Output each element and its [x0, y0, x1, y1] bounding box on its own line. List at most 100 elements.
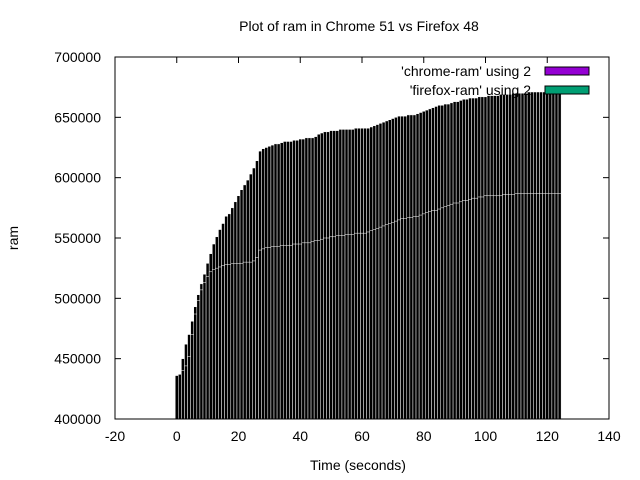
bar-series-2-96 — [471, 197, 475, 420]
bar-series-2-79 — [418, 214, 423, 420]
axis-ticks: -20 0 20 40 60 80 100 120 140 400000 450000 500000 5… — [54, 49, 621, 444]
bar-series-2-57 — [350, 234, 355, 420]
bar-series-2-71 — [394, 220, 398, 420]
chart-title: Plot of ram in Chrome 51 vs Firefox 48 — [239, 18, 479, 34]
x-tick-label: 20 — [231, 428, 247, 444]
bar-series-2-16 — [224, 264, 228, 420]
bar-series-2-110 — [514, 193, 519, 420]
legend-swatch — [544, 66, 590, 76]
legend-label: 'firefox-ram' using 2 — [410, 82, 531, 98]
bar-series-2-14 — [218, 266, 222, 420]
x-tick-label: 140 — [597, 428, 621, 444]
x-tick-label: -20 — [105, 428, 125, 444]
x-axis-label: Time (seconds) — [310, 457, 406, 473]
bar-series-2-61 — [363, 232, 367, 420]
bar-series-2-40 — [298, 243, 303, 420]
bar-series-2-11 — [208, 271, 213, 420]
bar-series-2-69 — [387, 223, 392, 420]
bar-series-2-93 — [462, 200, 466, 420]
x-tick-label: 80 — [416, 428, 432, 444]
x-tick-label: 100 — [474, 428, 498, 444]
bar-series-2-76 — [409, 217, 414, 420]
bar-series-2-122 — [551, 193, 556, 420]
bar-series-2-123 — [554, 193, 559, 420]
bar-series-2-88 — [446, 205, 451, 420]
y-tick-label: 400000 — [54, 411, 101, 427]
bar-series-2-95 — [468, 199, 472, 420]
bar-series-2-8 — [199, 289, 204, 420]
bar-series-2-65 — [375, 228, 380, 420]
bar-series-2-1 — [178, 374, 182, 420]
bar-series-2-17 — [227, 264, 232, 420]
bar-series-2-70 — [391, 222, 395, 420]
bar-series-2-72 — [397, 219, 401, 420]
bar-series-2-67 — [381, 225, 386, 420]
bar-series-2-0 — [174, 375, 179, 420]
bar-series-2-22 — [242, 261, 247, 420]
bar-series-2-13 — [215, 267, 219, 420]
legend-swatch — [544, 85, 590, 95]
bar-series-2-83 — [431, 210, 435, 420]
bar-series-2-77 — [412, 216, 417, 420]
y-tick-label: 600000 — [54, 170, 101, 186]
bar-series-2-66 — [378, 226, 383, 420]
bar-series-2-44 — [310, 241, 315, 420]
bar-series-2-112 — [520, 193, 525, 420]
bar-series-2-6 — [193, 313, 198, 420]
bar-series-2-104 — [496, 195, 500, 420]
bar-series-2-87 — [443, 206, 448, 420]
bar-series-2-24 — [249, 261, 253, 420]
bar-series-2-97 — [474, 197, 479, 420]
bar-series-2-94 — [465, 200, 469, 420]
legend: 'chrome-ram' using 2 'firefox-ram' using … — [401, 63, 590, 98]
bar-series-2-37 — [289, 244, 293, 420]
bar-series-2-85 — [437, 208, 441, 420]
bar-series-2-30 — [267, 247, 272, 420]
bar-series-2-108 — [508, 194, 513, 420]
y-tick-label: 450000 — [54, 351, 101, 367]
bar-series-2-12 — [212, 269, 216, 420]
bar-series-2-49 — [326, 237, 330, 420]
x-tick-label: 120 — [536, 428, 560, 444]
bar-series-2-52 — [335, 235, 340, 420]
bar-series-2-60 — [360, 232, 364, 420]
bar-series-2-21 — [239, 263, 244, 420]
y-axis-label: ram — [5, 226, 21, 250]
bar-series-2-53 — [338, 235, 343, 420]
bar-series-2-78 — [415, 216, 420, 420]
bar-series-2-7 — [196, 300, 201, 420]
bar-series-2-9 — [202, 282, 207, 420]
bar-series-2-75 — [406, 217, 411, 420]
bar-series-2-63 — [369, 230, 374, 420]
bar-series-2-18 — [230, 263, 235, 420]
y-tick-label: 550000 — [54, 230, 101, 246]
bar-series-2-34 — [279, 244, 284, 420]
bar-series-2-20 — [236, 263, 241, 420]
y-tick-label: 650000 — [54, 109, 101, 125]
bar-series-2-99 — [480, 196, 485, 420]
bar-series-2-10 — [205, 276, 210, 420]
bar-series-2-42 — [304, 242, 309, 420]
bar-series-2-100 — [483, 195, 488, 420]
bar-series-2-33 — [276, 246, 281, 420]
bar-series-2-117 — [536, 193, 540, 420]
bar-series-2-23 — [245, 261, 250, 420]
bar-series-2-98 — [477, 196, 482, 420]
bar-series-2-27 — [258, 249, 262, 420]
bar-series-2-86 — [440, 207, 445, 420]
bar-series-2-5 — [190, 334, 194, 420]
bar-series-2-32 — [273, 246, 278, 420]
bar-series-2-101 — [486, 195, 491, 420]
bar-series-2-92 — [459, 201, 463, 420]
bar-series-2-113 — [523, 193, 528, 420]
y-tick-label: 500000 — [54, 290, 101, 306]
bar-series-2-74 — [403, 218, 408, 420]
bar-series-2-4 — [187, 356, 191, 420]
bar-series-2-45 — [313, 240, 318, 420]
bar-series-2-41 — [301, 242, 306, 420]
bar-series-2-106 — [502, 194, 506, 420]
y-tick-label: 700000 — [54, 49, 101, 65]
bar-series-2-43 — [307, 242, 312, 420]
bar-series-2-109 — [511, 194, 516, 420]
bar-series-2-124 — [557, 193, 562, 420]
